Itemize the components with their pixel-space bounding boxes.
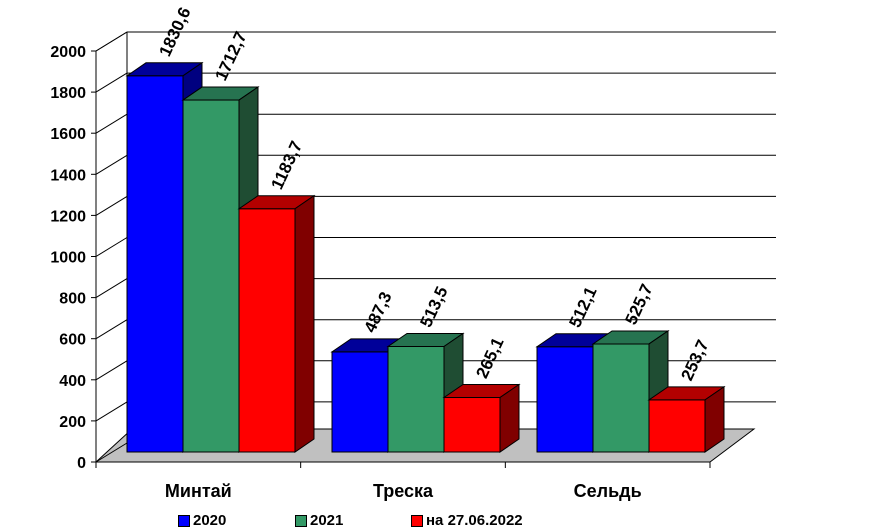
bar-front [182, 99, 240, 453]
bar-front [387, 345, 445, 453]
legend-label-2020: 2020 [193, 512, 227, 529]
data-label: 253,7 [677, 337, 712, 384]
legend-swatch-2022 [411, 514, 423, 527]
data-label: 487,3 [360, 289, 395, 336]
y-tick-label: 0 [77, 455, 86, 472]
bar-side [499, 383, 520, 453]
y-tick-connector [95, 401, 128, 422]
y-tick-connector [95, 154, 128, 175]
data-label: 265,1 [472, 335, 507, 382]
bar-front [331, 351, 389, 453]
y-tick-label: 400 [59, 373, 86, 390]
y-axis-top-connector [95, 31, 128, 52]
bar [442, 383, 521, 453]
y-tick-connector [95, 113, 128, 134]
y-tick-label: 1400 [50, 167, 86, 184]
legend-label-2022: на 27.06.2022 [426, 512, 523, 529]
y-tick-connector [95, 237, 128, 257]
bar-front [238, 208, 296, 453]
category-label: Минтай [165, 481, 232, 501]
data-label: 513,5 [416, 284, 451, 331]
bar [386, 332, 465, 453]
legend-item-2022: на 27.06.2022 [411, 512, 523, 529]
y-tick-label: 1000 [50, 250, 86, 267]
bar [647, 385, 726, 453]
bar-front [443, 397, 501, 453]
y-tick-connector [95, 319, 128, 340]
y-tick-connector [95, 360, 128, 381]
bar-front [648, 399, 706, 453]
bar-front [592, 343, 650, 453]
y-tick-connector [95, 278, 128, 299]
legend-swatch-2020 [178, 514, 190, 527]
bar-side [294, 194, 315, 453]
data-label: 525,7 [621, 281, 656, 328]
bar-front [126, 75, 184, 453]
bar-side [704, 385, 725, 453]
bars [125, 61, 726, 453]
y-tick-label: 200 [59, 414, 86, 431]
legend-label-2021: 2021 [310, 512, 344, 529]
y-tick-label: 800 [59, 291, 86, 308]
category-label: Сельдь [574, 481, 642, 501]
legend-item-2021: 2021 [295, 512, 343, 529]
y-tick-label: 1200 [50, 208, 86, 225]
data-label: 1183,7 [267, 138, 306, 192]
category-axis: Минтай Треска Сельдь [95, 461, 711, 501]
y-tick-connector [95, 72, 128, 93]
y-tick-label: 1800 [50, 85, 86, 102]
bar-front [536, 346, 594, 453]
data-label: 512,1 [565, 284, 600, 331]
data-label: 1712,7 [211, 29, 250, 84]
legend: 2020 2021 на 27.06.2022 [0, 510, 869, 529]
y-tick-label: 2000 [50, 44, 86, 61]
y-tick-label: 600 [59, 332, 86, 349]
y-tick-connector [95, 442, 128, 463]
category-label: Треска [373, 481, 434, 501]
y-tick-connector [95, 195, 128, 216]
bar [237, 194, 316, 453]
y-tick-label: 1600 [50, 126, 86, 143]
legend-item-2020: 2020 [178, 512, 226, 529]
legend-swatch-2021 [295, 514, 307, 527]
value-axis: 0 200 400 600 800 1000 1200 1400 1600 1800 2000 [50, 31, 128, 472]
